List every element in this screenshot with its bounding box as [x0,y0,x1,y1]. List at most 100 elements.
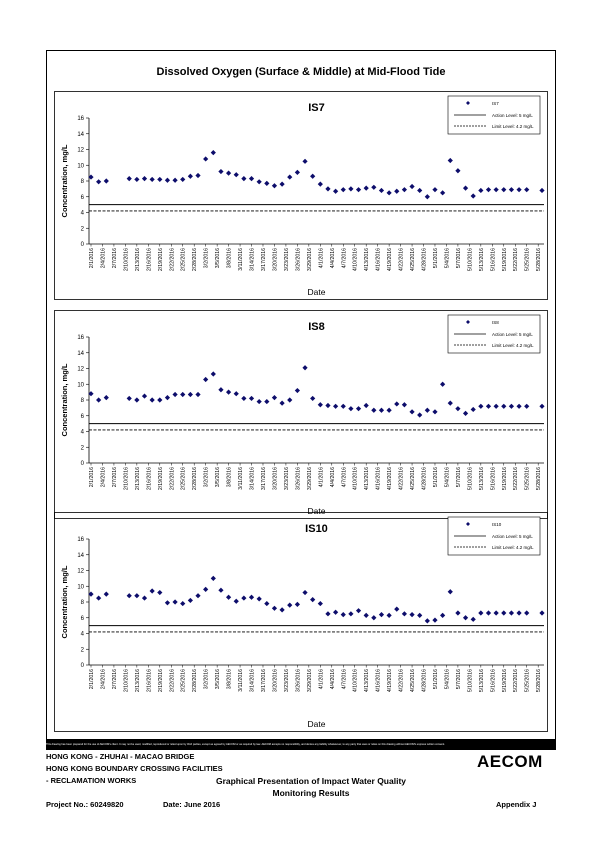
data-point [539,187,545,194]
legend-label-series: IS10 [492,522,502,527]
y-tick-label: 12 [77,148,84,154]
legend: IS7 Action Level: 5 mg/L Limit Level: 4.2 … [447,95,541,135]
x-tick-label: 4/25/2016 [410,467,416,490]
footer-appendix: Appendix J [496,800,537,809]
x-tick-label: 2/16/2016 [146,669,152,692]
data-point [355,608,362,614]
data-point [447,157,453,164]
data-point [478,610,484,616]
chart-svg: IS7 0 2 4 6 8 10 12 14 16 Concentration, mg/L 2/1/2… [54,91,548,300]
x-tick-label: 2/1/2016 [89,248,95,268]
data-point [279,181,285,187]
x-tick-label: 3/14/2016 [250,669,256,692]
x-tick-label: 5/25/2016 [525,248,531,271]
x-tick-label: 5/16/2016 [490,467,496,490]
x-tick-label: 3/29/2016 [307,248,313,271]
data-point [287,397,293,403]
x-tick-label: 3/8/2016 [227,467,233,487]
data-point [271,395,278,401]
x-tick-label: 3/2/2016 [204,248,210,268]
data-point [310,395,316,402]
data-point [317,600,323,607]
y-tick-label: 4 [81,430,85,436]
x-tick-label: 3/23/2016 [284,669,290,692]
data-point [340,187,346,193]
page-title: Dissolved Oxygen (Surface & Middle) at M… [156,66,446,78]
chart-title: IS7 [308,102,325,114]
data-point [241,176,247,182]
data-point [149,588,155,594]
x-tick-label: 3/5/2016 [215,669,221,689]
data-point [493,403,499,409]
y-tick-label: 2 [81,647,85,653]
x-tick-label: 5/7/2016 [456,248,462,268]
x-tick-label: 3/29/2016 [307,467,313,490]
footer-project-number: Project No.: 60249820 [46,800,124,809]
x-tick-label: 4/10/2016 [353,248,359,271]
footer-caption-line2: Monitoring Results [272,788,350,798]
data-point [141,176,148,182]
data-point [333,403,339,409]
data-point [325,611,331,617]
data-point [218,587,224,593]
x-tick-label: 4/13/2016 [364,248,370,271]
x-tick-label: 4/7/2016 [341,669,347,689]
data-point [355,187,362,193]
data-point [386,190,392,196]
data-point [524,187,530,193]
legend-label-action: Action Level: 5 mg/L [492,534,533,539]
footer-date: Date: June 2016 [163,800,221,809]
data-point [508,610,515,616]
data-point [279,400,285,406]
data-point [485,610,492,616]
data-point [409,183,415,190]
data-point [164,600,171,606]
x-axis-label: Date [308,506,326,516]
x-tick-label: 4/28/2016 [422,248,428,271]
x-tick-label: 4/25/2016 [410,248,416,271]
x-tick-label: 4/22/2016 [399,248,405,271]
x-tick-label: 5/13/2016 [479,669,485,692]
x-tick-label: 4/13/2016 [364,467,370,490]
data-point [203,586,209,592]
data-point [440,381,446,387]
x-tick-label: 5/19/2016 [502,669,508,692]
x-tick-label: 2/13/2016 [135,467,141,490]
data-point [126,395,132,402]
x-tick-label: 4/1/2016 [318,669,324,689]
x-tick-label: 3/11/2016 [238,467,244,490]
data-point [264,180,270,186]
x-tick-label: 4/10/2016 [353,467,359,490]
x-tick-label: 5/25/2016 [525,669,531,692]
panel-border [54,91,548,300]
x-tick-label: 5/7/2016 [456,467,462,487]
data-point [317,181,323,187]
x-tick-label: 4/19/2016 [387,248,393,271]
data-point [233,598,239,604]
x-tick-label: 3/2/2016 [204,467,210,487]
data-point [317,402,323,408]
x-tick-label: 5/10/2016 [467,467,473,490]
data-point [348,186,354,192]
data-point [126,593,132,599]
x-tick-label: 5/19/2016 [502,467,508,490]
data-point [134,176,140,183]
data-point [462,615,469,621]
data-point [394,401,400,407]
data-point [172,177,178,183]
x-tick-label: 3/26/2016 [295,467,301,490]
data-point [210,575,216,581]
footer-project-line2: HONG KONG BOUNDARY CROSSING FACILITIES [46,764,223,773]
data-point [256,398,262,405]
y-tick-label: 14 [77,132,84,138]
data-point [164,395,171,401]
data-point [455,406,461,412]
data-point [394,188,400,194]
data-point [401,402,408,408]
x-tick-label: 5/28/2016 [536,467,542,490]
data-point [524,403,530,409]
data-point [378,612,385,618]
x-tick-label: 3/8/2016 [227,669,233,689]
data-point [203,156,209,162]
data-point [386,407,392,413]
